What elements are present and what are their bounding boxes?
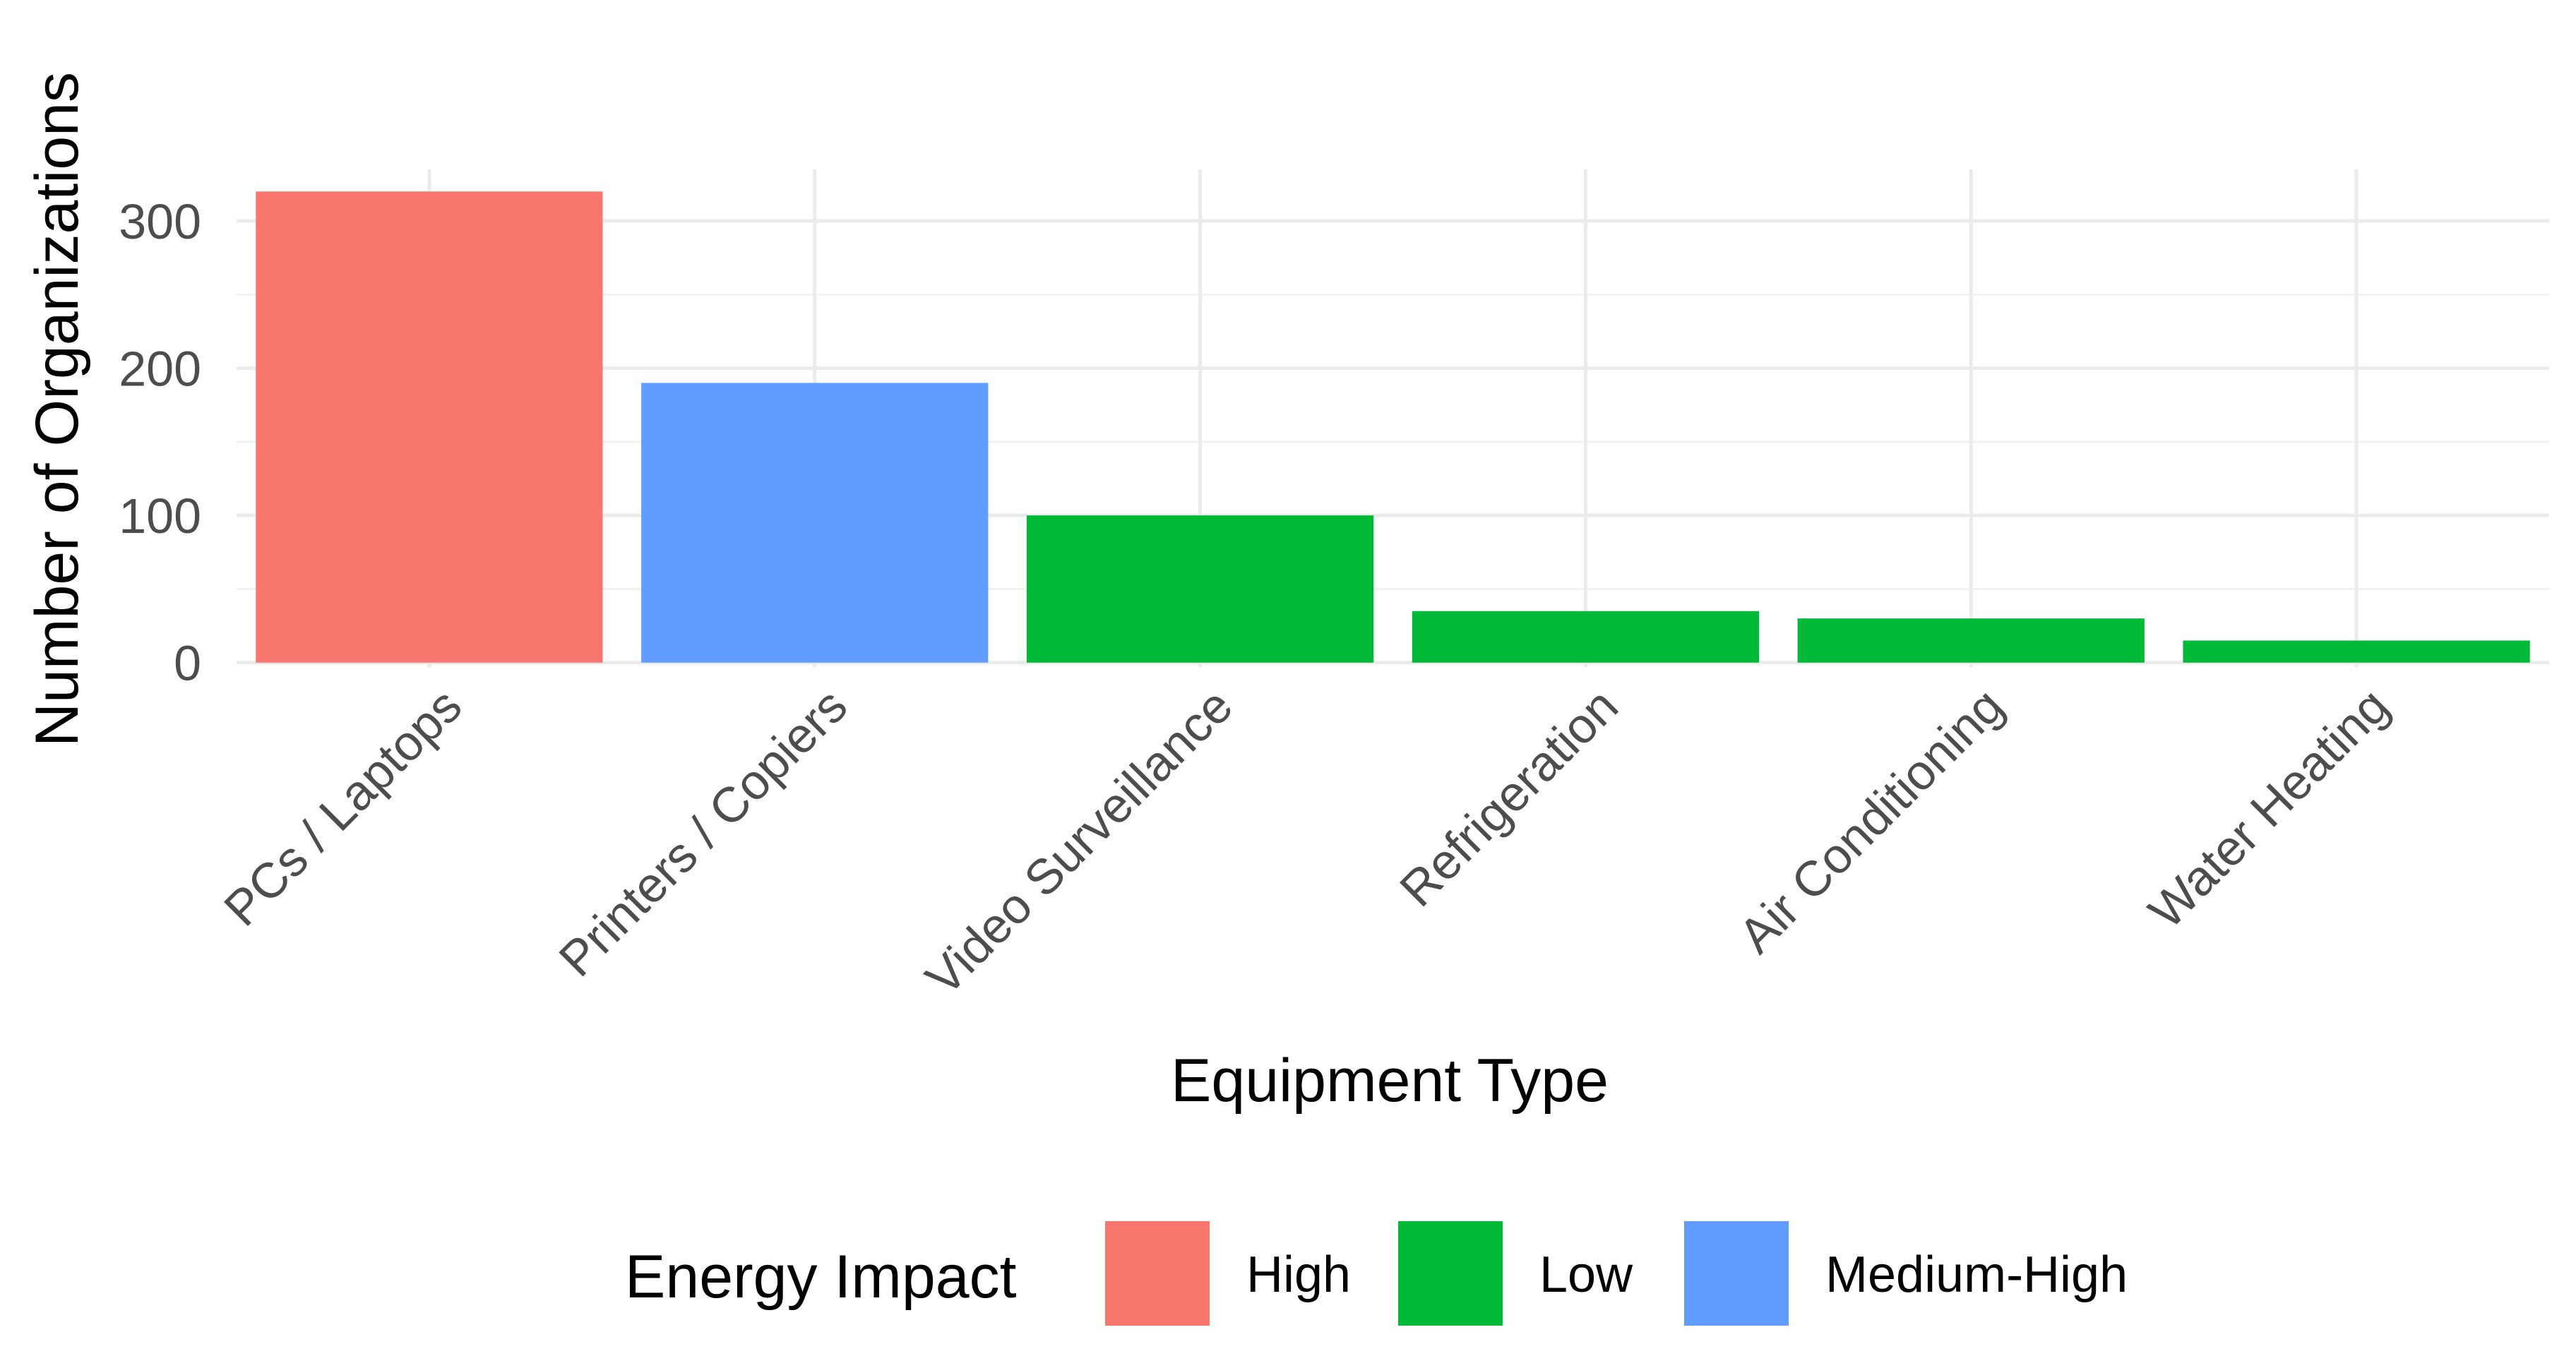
legend-key [1398, 1221, 1503, 1326]
x-tick-label: Water Heating [2138, 678, 2399, 939]
bar [1797, 618, 2145, 663]
legend-items: High Low Medium-High [1105, 1221, 2128, 1326]
y-axis-ticks: 0 100 200 300 [119, 194, 201, 691]
x-axis-ticks: PCs / Laptops Printers / Copiers Video Sur… [213, 678, 2399, 1005]
x-axis-title: Equipment Type [1171, 1047, 1609, 1115]
x-tick-label: Refrigeration [1389, 678, 1628, 917]
legend-label: Low [1539, 1247, 1633, 1303]
legend-title: Energy Impact [625, 1243, 1017, 1311]
y-axis-title: Number of Organizations [23, 72, 91, 747]
bar [256, 191, 603, 663]
x-tick-label: Printers / Copiers [549, 678, 858, 987]
bar [1412, 611, 1760, 663]
legend-key [1105, 1221, 1210, 1326]
bar [641, 383, 989, 663]
bar [2183, 640, 2530, 663]
y-tick-label: 0 [174, 636, 201, 691]
bars [256, 191, 2530, 663]
x-tick-label: PCs / Laptops [213, 678, 472, 936]
legend: Energy Impact High Low Medium-High [625, 1221, 2128, 1326]
grid-lines [237, 169, 2549, 667]
bar [1026, 515, 1374, 663]
x-tick-label: Video Surveillance [915, 678, 1243, 1005]
legend-label: High [1246, 1247, 1351, 1303]
legend-key [1684, 1221, 1789, 1326]
x-tick-label: Air Conditioning [1728, 678, 2014, 964]
y-tick-label: 300 [119, 194, 201, 249]
y-tick-label: 200 [119, 342, 201, 397]
legend-label: Medium-High [1825, 1247, 2128, 1303]
y-tick-label: 100 [119, 488, 201, 544]
